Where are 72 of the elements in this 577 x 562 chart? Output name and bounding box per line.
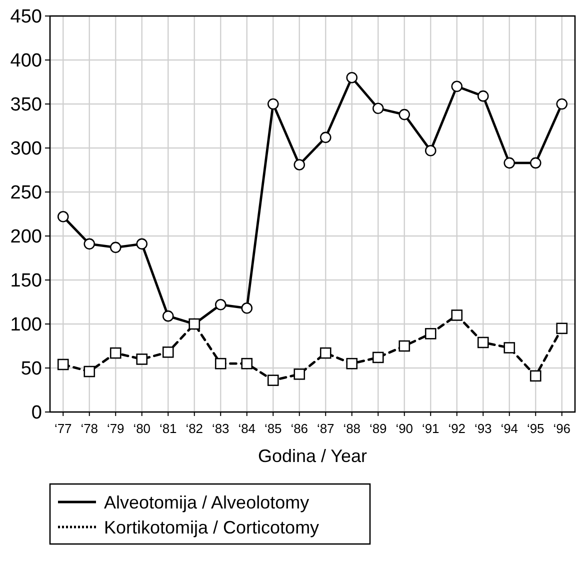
point xyxy=(214,298,226,310)
point xyxy=(188,318,200,330)
y-tick-label: 250 xyxy=(10,182,42,204)
point xyxy=(346,72,358,84)
point xyxy=(372,102,384,114)
point xyxy=(267,98,279,110)
point xyxy=(241,358,253,370)
point xyxy=(451,80,463,92)
point xyxy=(320,132,332,144)
x-tick-label: ‘81 xyxy=(159,421,177,436)
x-tick-label: ‘80 xyxy=(133,421,151,436)
point xyxy=(214,358,226,370)
point xyxy=(162,346,174,358)
point xyxy=(84,238,96,250)
point xyxy=(57,358,69,370)
x-tick-label: ‘96 xyxy=(553,421,571,436)
point xyxy=(530,157,542,169)
y-tick-label: 150 xyxy=(10,270,42,292)
x-axis-title: Godina / Year xyxy=(258,446,368,466)
point xyxy=(477,90,489,102)
y-tick-label: 0 xyxy=(31,402,42,424)
point xyxy=(346,358,358,370)
x-tick-label: ‘79 xyxy=(106,421,124,436)
point xyxy=(57,210,69,222)
y-tick-label: 300 xyxy=(10,138,42,160)
point xyxy=(556,322,568,334)
point xyxy=(504,342,516,354)
point xyxy=(136,354,148,365)
x-tick-label: ‘92 xyxy=(448,421,466,436)
point xyxy=(556,98,568,110)
point xyxy=(136,238,148,250)
x-tick-label: ‘87 xyxy=(316,421,334,436)
point xyxy=(294,159,306,170)
y-tick-label: 350 xyxy=(10,94,42,116)
point xyxy=(267,374,279,386)
x-tick-label: ‘93 xyxy=(474,421,492,436)
x-tick-label: ‘90 xyxy=(396,421,414,436)
y-tick-label: 400 xyxy=(10,50,42,72)
y-tick-label: 100 xyxy=(10,314,42,336)
point xyxy=(504,157,516,169)
point xyxy=(451,310,463,321)
legend-label: Alveotomija / Alveolotomy xyxy=(104,492,310,512)
x-tick-label: ‘91 xyxy=(422,421,440,436)
y-tick-label: 50 xyxy=(20,358,42,380)
x-tick-label: ‘94 xyxy=(500,421,518,436)
point xyxy=(424,144,436,156)
point xyxy=(477,336,489,348)
x-tick-label: ‘82 xyxy=(186,421,204,436)
x-tick-label: ‘77 xyxy=(54,421,72,436)
x-tick-label: ‘95 xyxy=(526,421,544,436)
point xyxy=(398,340,410,352)
point xyxy=(372,352,384,364)
point xyxy=(110,347,122,359)
point xyxy=(398,108,410,120)
x-tick-label: ‘84 xyxy=(238,421,256,436)
legend-label: Kortikotomija / Corticotomy xyxy=(104,517,320,538)
x-tick-label: ‘78 xyxy=(80,421,98,436)
point xyxy=(320,347,332,359)
x-tick-label: ‘89 xyxy=(369,421,387,436)
x-tick-label: ‘83 xyxy=(212,421,230,436)
point xyxy=(162,310,174,322)
point xyxy=(84,366,96,378)
point xyxy=(110,242,122,254)
point xyxy=(424,328,436,340)
x-tick-label: ‘85 xyxy=(264,421,282,436)
point xyxy=(530,370,542,382)
point xyxy=(294,368,306,380)
x-tick-label: ‘86 xyxy=(290,421,308,436)
y-tick-label: 450 xyxy=(10,6,42,28)
y-tick-label: 200 xyxy=(10,226,42,248)
x-tick-label: ‘88 xyxy=(343,421,361,436)
point xyxy=(241,302,253,314)
